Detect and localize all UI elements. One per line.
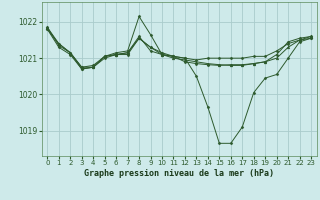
X-axis label: Graphe pression niveau de la mer (hPa): Graphe pression niveau de la mer (hPa): [84, 169, 274, 178]
